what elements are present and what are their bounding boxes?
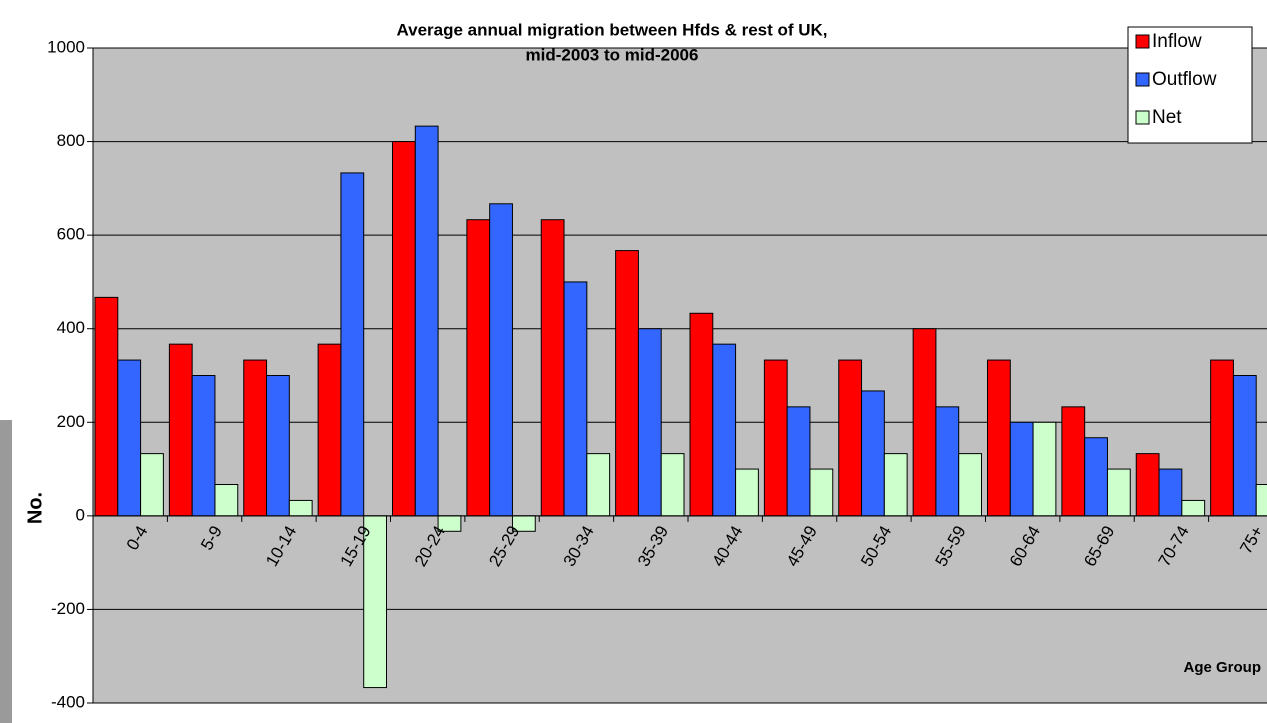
bar — [660, 453, 685, 517]
y-tick-label: -400 — [51, 692, 85, 711]
background-edge — [0, 420, 12, 723]
legend-label: Inflow — [1152, 31, 1202, 52]
bar — [1061, 406, 1086, 517]
y-tick-label: 600 — [57, 225, 85, 244]
bar — [912, 328, 937, 517]
y-tick-label: 1000 — [47, 37, 85, 56]
y-axis-label: No. — [24, 492, 46, 524]
bar — [615, 250, 639, 517]
bar — [712, 343, 737, 517]
bar — [1084, 437, 1108, 517]
bar — [958, 453, 982, 517]
bar — [466, 219, 491, 517]
bar — [1232, 375, 1257, 517]
bar — [735, 468, 759, 517]
bar — [94, 296, 119, 517]
bar — [987, 359, 1011, 517]
bar — [243, 359, 268, 517]
y-tick-label: 0 — [76, 505, 85, 524]
bar — [489, 203, 513, 517]
y-tick-label: 200 — [57, 412, 85, 431]
bar — [809, 468, 834, 517]
bar — [1135, 453, 1160, 517]
bar — [340, 172, 365, 517]
bar — [563, 281, 588, 517]
chart-subtitle: mid-2003 to mid-2006 — [526, 45, 699, 64]
bar — [540, 219, 565, 517]
bar — [883, 453, 908, 517]
legend-swatch — [1135, 110, 1150, 125]
bar — [1181, 499, 1206, 517]
bar — [288, 499, 313, 517]
y-tick-label: 400 — [57, 318, 85, 337]
bar — [191, 375, 216, 517]
bar — [637, 328, 662, 517]
bar — [763, 359, 788, 517]
bar — [1009, 421, 1034, 517]
x-axis-label: Age Group — [1184, 659, 1262, 676]
bar — [689, 312, 714, 517]
bar — [1106, 468, 1131, 517]
bar — [214, 484, 239, 517]
bar — [168, 343, 193, 517]
y-tick-label: 800 — [57, 131, 85, 150]
legend-swatch — [1135, 72, 1150, 87]
bar — [861, 390, 885, 517]
bar — [586, 453, 611, 517]
bar — [140, 453, 164, 517]
bar — [1158, 468, 1183, 517]
bar — [414, 125, 439, 517]
bar — [935, 406, 960, 517]
y-tick-label: -200 — [51, 599, 85, 618]
chart-title: Average annual migration between Hfds & … — [396, 20, 827, 39]
legend-label: Net — [1152, 107, 1182, 128]
legend-label: Outflow — [1152, 69, 1217, 90]
bar — [1255, 484, 1267, 517]
bar — [266, 375, 290, 517]
legend-swatch — [1135, 34, 1150, 49]
bar — [786, 406, 811, 517]
bar — [392, 141, 416, 517]
bar — [317, 343, 342, 517]
bar — [1210, 359, 1234, 517]
bar — [117, 359, 142, 517]
bar — [838, 359, 863, 517]
bar — [1032, 421, 1057, 517]
